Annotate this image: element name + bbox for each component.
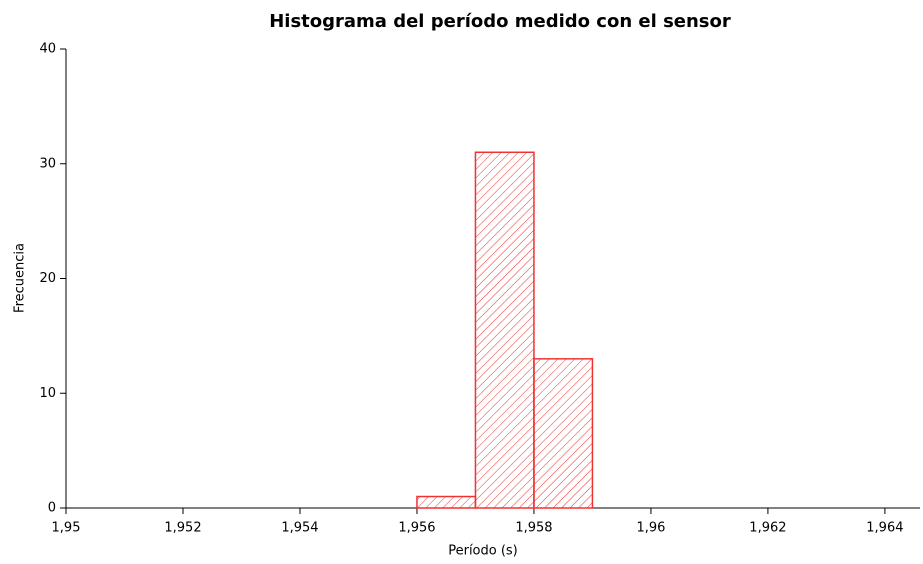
x-tick-label: 1,96	[636, 521, 665, 536]
y-tick-label: 30	[39, 156, 56, 171]
chart-title: Histograma del período medido con el sen…	[269, 11, 731, 32]
x-tick-label: 1,962	[749, 521, 786, 536]
bar	[416, 495, 477, 509]
y-tick-label: 40	[39, 42, 56, 57]
y-axis-label: Frecuencia	[13, 243, 28, 313]
x-tick-label: 1,952	[164, 521, 201, 536]
y-tick-label: 0	[48, 501, 56, 516]
x-tick-label: 1,95	[52, 521, 81, 536]
x-tick-label: 1,956	[398, 521, 435, 536]
bar	[474, 151, 535, 509]
x-tick-label: 1,964	[866, 521, 903, 536]
y-tick-label: 10	[39, 386, 56, 401]
x-tick-label: 1,958	[515, 521, 552, 536]
x-axis-label: Período (s)	[448, 544, 518, 559]
bar	[533, 358, 594, 509]
x-tick-label: 1,954	[281, 521, 318, 536]
y-tick-label: 20	[39, 271, 56, 286]
